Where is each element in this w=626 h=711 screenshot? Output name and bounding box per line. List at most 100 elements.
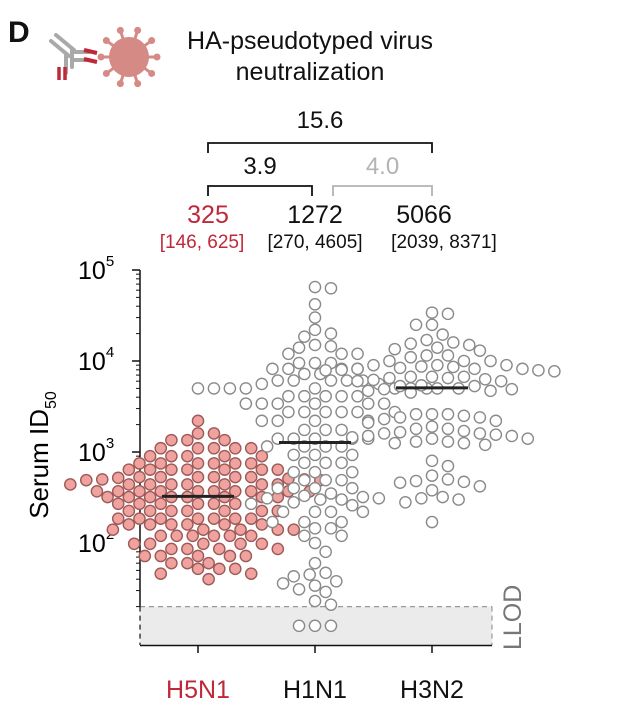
data-point-h1n1	[308, 481, 322, 495]
data-point-h3n2	[457, 370, 471, 384]
data-point-h1n1	[324, 487, 338, 500]
ci-value-h1n1: [270, 4605]	[267, 232, 362, 253]
data-point-h3n2	[500, 358, 513, 372]
data-point-h1n1	[340, 374, 354, 387]
data-point-h3n2	[393, 361, 407, 375]
data-point-h5n1	[228, 497, 242, 511]
data-point-h1n1	[319, 405, 332, 419]
data-point-h1n1	[319, 585, 332, 599]
data-point-h1n1	[345, 498, 359, 512]
data-points	[64, 280, 561, 633]
data-point-h5n1	[133, 470, 146, 484]
x-tick-label: H1N1	[283, 676, 347, 704]
data-point-h5n1	[133, 457, 146, 470]
data-point-h1n1	[335, 493, 348, 506]
comparison-label: 3.9	[243, 153, 276, 180]
data-point-h3n2	[484, 384, 497, 398]
data-point-h1n1	[308, 397, 322, 410]
data-point-h5n1	[228, 457, 242, 470]
data-point-h3n2	[441, 371, 455, 385]
data-point-h1n1	[308, 297, 322, 311]
data-point-h5n1	[111, 484, 125, 498]
data-point-h1n1	[351, 347, 364, 361]
data-point-h5n1	[165, 556, 178, 570]
comparison-brackets: 15.6 3.9 4.0	[207, 107, 433, 196]
data-point-h5n1	[228, 470, 242, 484]
data-point-h5n1	[181, 542, 194, 556]
data-point-h1n1	[298, 367, 311, 381]
data-point-h5n1	[191, 457, 205, 470]
data-point-h3n2	[468, 362, 481, 376]
data-point-h1n1	[292, 582, 306, 596]
data-point-h5n1	[234, 537, 247, 551]
median-value-h1n1: 1272	[287, 201, 343, 229]
data-point-h1n1	[271, 414, 285, 428]
data-point-h5n1	[154, 441, 168, 455]
data-point-h1n1	[298, 389, 311, 403]
data-point-h5n1	[234, 523, 247, 537]
data-point-h5n1	[191, 441, 205, 455]
data-point-h3n2	[478, 438, 492, 452]
data-point-h3n2	[425, 515, 439, 529]
data-point-h5n1	[127, 537, 141, 551]
panel-label: D	[8, 16, 30, 49]
data-point-h5n1	[207, 457, 221, 470]
data-point-h3n2	[473, 479, 487, 493]
data-point-h1n1	[314, 493, 327, 506]
data-point-h3n2	[457, 475, 471, 489]
data-point-h3n2	[441, 422, 455, 436]
y-tick-label-base: 10	[78, 257, 106, 285]
data-point-h1n1	[324, 281, 338, 295]
data-point-h3n2	[478, 372, 492, 386]
data-point-h1n1	[335, 456, 348, 470]
data-point-h5n1	[191, 497, 205, 511]
data-point-h1n1	[287, 465, 301, 479]
antibody-icon	[49, 33, 98, 80]
data-point-h3n2	[436, 490, 449, 504]
data-point-h5n1	[165, 463, 178, 476]
data-point-h3n2	[377, 412, 391, 426]
data-point-h3n2	[548, 365, 561, 378]
data-point-h5n1	[165, 542, 178, 556]
data-point-h5n1	[154, 484, 168, 498]
data-point-h5n1	[154, 549, 168, 563]
data-point-h1n1	[282, 347, 295, 361]
data-point-h3n2	[415, 360, 428, 373]
llod-label: LLOD	[499, 585, 527, 650]
comparison-bracket	[207, 142, 433, 153]
data-point-h3n2	[420, 333, 433, 347]
data-point-h5n1	[90, 484, 104, 498]
data-point-h3n2	[468, 379, 481, 393]
data-point-h1n1	[287, 481, 301, 495]
data-point-h1n1	[260, 440, 274, 453]
y-axis-title-text: Serum ID	[24, 409, 54, 519]
data-point-h3n2	[367, 373, 380, 387]
data-point-h1n1	[308, 356, 322, 370]
data-point-h5n1	[133, 512, 146, 525]
data-point-h3n2	[351, 374, 364, 388]
data-point-h3n2	[361, 416, 375, 429]
data-point-h5n1	[197, 537, 210, 551]
y-axis-title: Serum ID50	[24, 391, 60, 519]
ci-value-h5n1: [146, 625]	[160, 232, 245, 253]
data-point-h5n1	[154, 529, 168, 543]
data-point-h1n1	[324, 619, 338, 633]
data-point-h1n1	[335, 389, 348, 403]
data-point-h3n2	[521, 432, 535, 446]
data-point-h1n1	[335, 405, 348, 419]
data-point-h1n1	[335, 473, 348, 487]
data-point-h3n2	[388, 436, 402, 450]
data-point-h1n1	[356, 490, 370, 504]
data-point-h3n2	[388, 342, 402, 356]
data-point-h3n2	[425, 454, 439, 468]
data-point-h1n1	[335, 529, 348, 543]
data-point-h5n1	[255, 463, 269, 476]
data-point-h1n1	[271, 374, 285, 387]
data-point-h3n2	[377, 427, 391, 440]
data-point-h3n2	[532, 364, 545, 377]
median-lines	[162, 386, 468, 498]
data-point-h1n1	[239, 397, 253, 410]
data-point-h1n1	[271, 481, 285, 495]
data-point-h3n2	[457, 409, 471, 423]
data-point-h5n1	[207, 441, 221, 455]
